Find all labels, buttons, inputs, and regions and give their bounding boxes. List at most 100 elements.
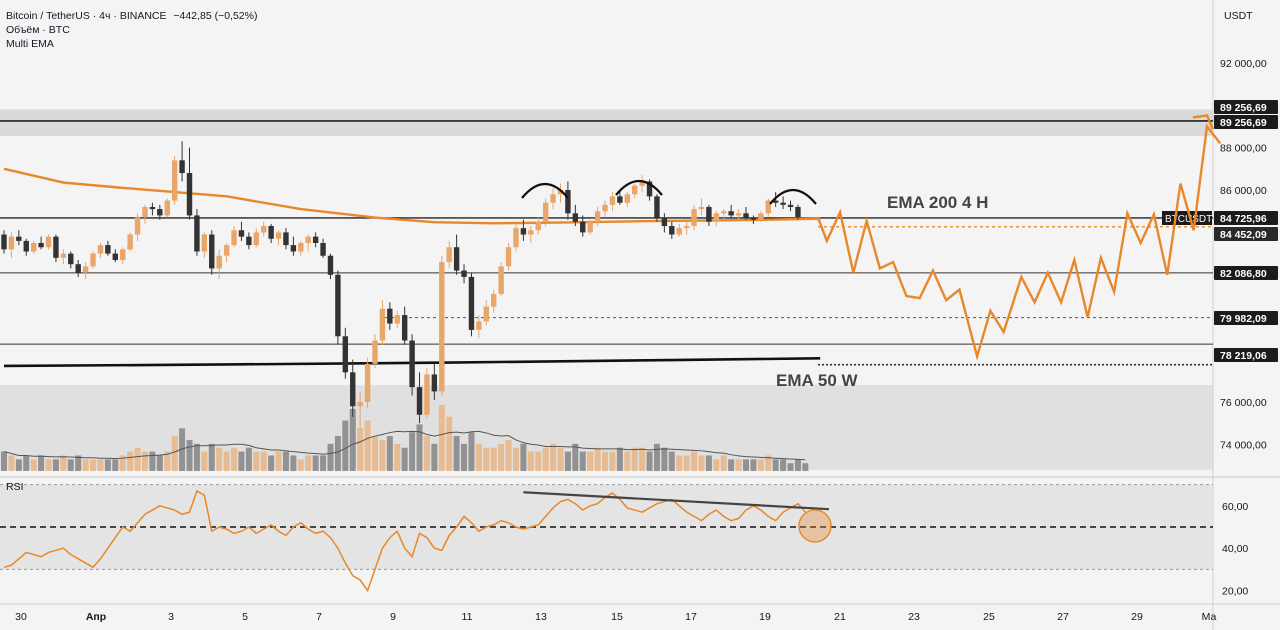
volume-bar bbox=[201, 451, 208, 471]
candle-body bbox=[305, 236, 311, 243]
volume-bar bbox=[683, 455, 690, 471]
volume-bar bbox=[698, 455, 705, 471]
volume-bar bbox=[349, 408, 356, 471]
volume-bar bbox=[616, 447, 623, 471]
candle-body bbox=[787, 204, 794, 207]
candle-body bbox=[772, 200, 779, 203]
candle-body bbox=[505, 247, 512, 267]
volume-bar bbox=[231, 447, 238, 471]
volume-bar bbox=[223, 451, 230, 471]
volume-bar bbox=[631, 447, 638, 471]
candle-body bbox=[387, 308, 393, 324]
candle-body bbox=[60, 253, 67, 258]
candle-body bbox=[691, 209, 697, 227]
candle-body bbox=[780, 202, 786, 205]
candle-body bbox=[82, 266, 89, 273]
candle-body bbox=[721, 211, 727, 214]
candle-body bbox=[275, 232, 282, 239]
volume-bar bbox=[275, 451, 282, 471]
price-label: 89 256,69 bbox=[1220, 117, 1267, 129]
ticker-tag: BTCUSDT bbox=[1165, 214, 1212, 225]
time-tick-label: 29 bbox=[1131, 611, 1143, 623]
candle-body bbox=[735, 213, 742, 216]
volume-bar bbox=[260, 451, 267, 471]
price-label-box bbox=[1214, 211, 1278, 225]
candle-body bbox=[557, 190, 564, 195]
volume-bar bbox=[587, 451, 594, 471]
symbol-title[interactable]: Bitcoin / TetherUS · 4ч · BINANCE bbox=[6, 10, 167, 22]
candle-body bbox=[186, 173, 193, 216]
volume-bar bbox=[639, 447, 646, 471]
candle-body bbox=[379, 308, 386, 341]
candle-body bbox=[97, 245, 104, 254]
volume-bar bbox=[609, 451, 616, 471]
ema50-label: EMA 50 W bbox=[776, 371, 859, 390]
candle-body bbox=[765, 200, 771, 214]
volume-bar bbox=[713, 459, 720, 471]
candle-body bbox=[602, 204, 608, 212]
candle-body bbox=[491, 293, 497, 307]
volume-bar bbox=[535, 451, 542, 471]
candle-body bbox=[565, 190, 571, 214]
rsi-tick-label: 40,00 bbox=[1222, 543, 1248, 555]
volume-bar bbox=[787, 463, 794, 471]
currency-label[interactable]: USDT bbox=[1224, 10, 1253, 22]
volume-bar bbox=[691, 451, 698, 471]
projection-arrowhead bbox=[1192, 114, 1215, 130]
volume-bar bbox=[38, 455, 45, 471]
candle-body bbox=[580, 221, 586, 233]
volume-bar bbox=[23, 455, 30, 471]
volume-bar bbox=[409, 432, 416, 471]
volume-bar bbox=[245, 447, 252, 471]
volume-bar bbox=[67, 459, 74, 471]
candle-body bbox=[253, 232, 259, 246]
volume-bar bbox=[305, 455, 312, 471]
volume-bar bbox=[527, 451, 534, 471]
candle-body bbox=[372, 340, 378, 364]
volume-bar bbox=[498, 443, 505, 471]
volume-bar bbox=[423, 436, 430, 471]
volume-bar bbox=[765, 455, 772, 471]
volume-bar bbox=[171, 436, 178, 471]
candle-body bbox=[431, 374, 438, 392]
candle-body bbox=[572, 213, 579, 222]
candle-body bbox=[587, 221, 593, 233]
volume-bar bbox=[186, 439, 193, 471]
candle-body bbox=[1, 234, 7, 250]
volume-bar bbox=[97, 459, 104, 471]
candle-body bbox=[238, 230, 245, 237]
time-tick-label: 27 bbox=[1057, 611, 1069, 623]
time-tick-label: 25 bbox=[983, 611, 995, 623]
candle-body bbox=[795, 206, 801, 218]
time-tick-label: 7 bbox=[316, 611, 322, 623]
volume-bar bbox=[757, 459, 764, 471]
volume-bar bbox=[780, 459, 787, 471]
indicator-legend[interactable]: Multi EMA bbox=[6, 38, 54, 50]
ema200-line bbox=[3, 167, 821, 225]
volume-legend[interactable]: Объём · BTC bbox=[6, 24, 70, 36]
time-tick-label: 9 bbox=[390, 611, 396, 623]
volume-bar bbox=[312, 455, 319, 471]
volume-bar bbox=[446, 416, 453, 471]
candle-body bbox=[401, 315, 408, 341]
volume-bar bbox=[653, 443, 660, 471]
candle-body bbox=[683, 226, 690, 229]
price-change: −442,85 (−0,52%) bbox=[173, 10, 258, 22]
volume-bar bbox=[179, 428, 186, 471]
rsi-divergence-line bbox=[523, 491, 830, 511]
pattern-arc-0 bbox=[521, 182, 569, 199]
candle-body bbox=[669, 226, 675, 235]
volume-bar bbox=[416, 424, 423, 471]
candle-body bbox=[312, 236, 319, 243]
candle-body bbox=[713, 213, 720, 222]
volume-bar bbox=[149, 451, 156, 471]
volume-bar bbox=[104, 459, 111, 471]
price-label: 84 452,09 bbox=[1220, 229, 1267, 241]
candle-body bbox=[520, 228, 527, 235]
volume-bar bbox=[735, 459, 742, 471]
rsi-highlight-circle bbox=[798, 509, 832, 543]
candle-body bbox=[45, 236, 52, 248]
candle-body bbox=[439, 262, 445, 392]
candle-body bbox=[342, 336, 349, 373]
